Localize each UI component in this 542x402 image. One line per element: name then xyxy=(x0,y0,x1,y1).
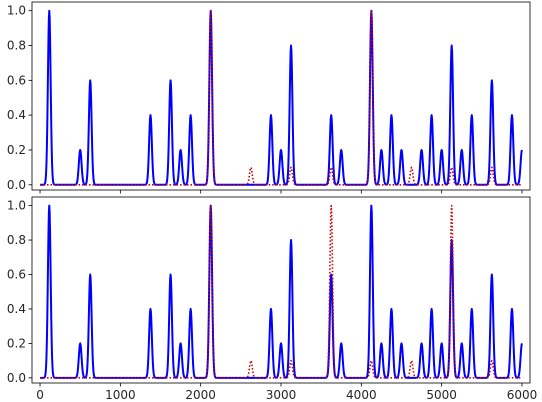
y-tick-label: 0.0 xyxy=(7,178,26,192)
x-tick-label: 5000 xyxy=(426,388,457,402)
panel-1: 0.0 0.2 0.4 0.6 0.8 1.0 xyxy=(7,1,531,194)
y-tick-label: 0.0 xyxy=(7,371,26,385)
y-tick-label: 1.0 xyxy=(7,199,26,213)
y-tick-label: 0.6 xyxy=(7,73,26,87)
y-tick-label: 0.6 xyxy=(7,268,26,282)
y-tick-label: 0.4 xyxy=(7,108,26,122)
y-tick-label: 0.2 xyxy=(7,336,26,350)
blue-solid-series-panel-2 xyxy=(39,204,523,379)
x-tick-label: 3000 xyxy=(266,388,297,402)
x-tick-label: 2000 xyxy=(185,388,216,402)
panel-2: 0.0 0.2 0.4 0.6 0.8 1.0 0 1000 2000 3000 4000 5000 6… xyxy=(7,196,538,402)
y-tick-label: 0.8 xyxy=(7,39,26,53)
y-tick-label: 0.8 xyxy=(7,233,26,247)
y-tick-label: 0.4 xyxy=(7,302,26,316)
x-tick-label: 0 xyxy=(36,388,44,402)
x-tick-label: 1000 xyxy=(105,388,136,402)
y-tick-label: 0.2 xyxy=(7,143,26,157)
y-tick-label: 1.0 xyxy=(7,4,26,18)
blue-solid-series-panel-1 xyxy=(39,9,523,186)
x-tick-label: 6000 xyxy=(507,388,538,402)
red-dotted-series-panel-2 xyxy=(39,204,523,379)
x-tick-label: 4000 xyxy=(346,388,377,402)
